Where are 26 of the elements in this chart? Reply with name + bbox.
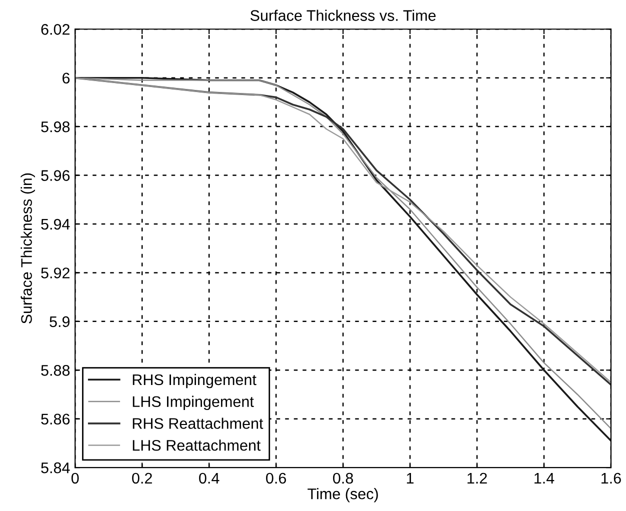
x-tick-label: 0.4 [199, 472, 220, 484]
x-tick-label: 0.8 [333, 472, 354, 484]
y-tick-label: 5.86 [41, 414, 70, 425]
legend-label: RHS Reattachment [132, 418, 264, 429]
y-tick-label: 5.94 [41, 218, 70, 230]
y-tick-label: 5.9 [50, 316, 70, 328]
y-tick-label: 5.98 [41, 121, 70, 132]
legend-label: RHS Impingement [132, 374, 256, 388]
y-tick-label: 5.92 [41, 268, 70, 278]
chart-title: Surface Thickness vs. Time [250, 10, 436, 21]
x-tick-label: 0.6 [266, 472, 286, 484]
x-tick-label: 1 [406, 472, 414, 484]
legend-label: LHS Reattachment [132, 440, 261, 451]
y-axis-title: Surface Thickness (in) [20, 173, 35, 324]
y-tick-label: 5.84 [41, 462, 70, 474]
x-tick-label: 1.2 [468, 472, 487, 484]
x-tick-label: 0.2 [132, 472, 152, 484]
y-tick-label: 6.02 [41, 24, 70, 35]
y-tick-label: 5.88 [41, 365, 70, 376]
y-tick-label: 6 [62, 72, 70, 84]
x-tick-label: 0 [71, 472, 79, 484]
y-tick-label: 5.96 [41, 170, 70, 181]
x-axis-title: Time (sec) [308, 488, 378, 502]
x-tick-label: 1.6 [602, 472, 621, 484]
legend-label: LHS Impingement [132, 396, 254, 410]
x-tick-label: 1.4 [534, 472, 554, 484]
